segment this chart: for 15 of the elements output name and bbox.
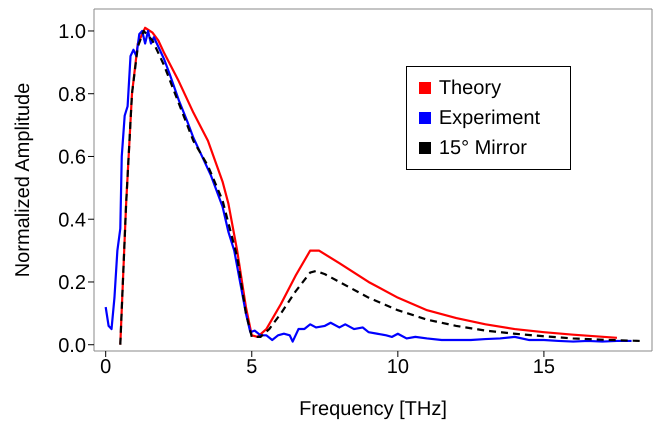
x-tick-label: 15	[532, 356, 556, 378]
y-tick-label: 1.0	[58, 21, 86, 44]
y-tick-label: 0.0	[58, 334, 86, 357]
x-axis-title: Frequency [THz]	[299, 398, 447, 420]
y-tick-label: 0.4	[58, 209, 86, 232]
y-tick-label: 0.6	[58, 146, 86, 169]
legend-label: Experiment	[438, 106, 540, 130]
y-tick-label: 0.8	[58, 84, 86, 106]
legend-label: Theory	[438, 76, 502, 100]
y-axis-title: Normalized Amplitude	[12, 82, 34, 278]
x-tick-label: 0	[100, 356, 112, 378]
x-tick-label: 5	[246, 356, 258, 378]
y-tick-label: 0.2	[58, 272, 86, 294]
x-tick-label: 10	[386, 356, 409, 378]
legend-label: 15° Mirror	[438, 136, 527, 160]
